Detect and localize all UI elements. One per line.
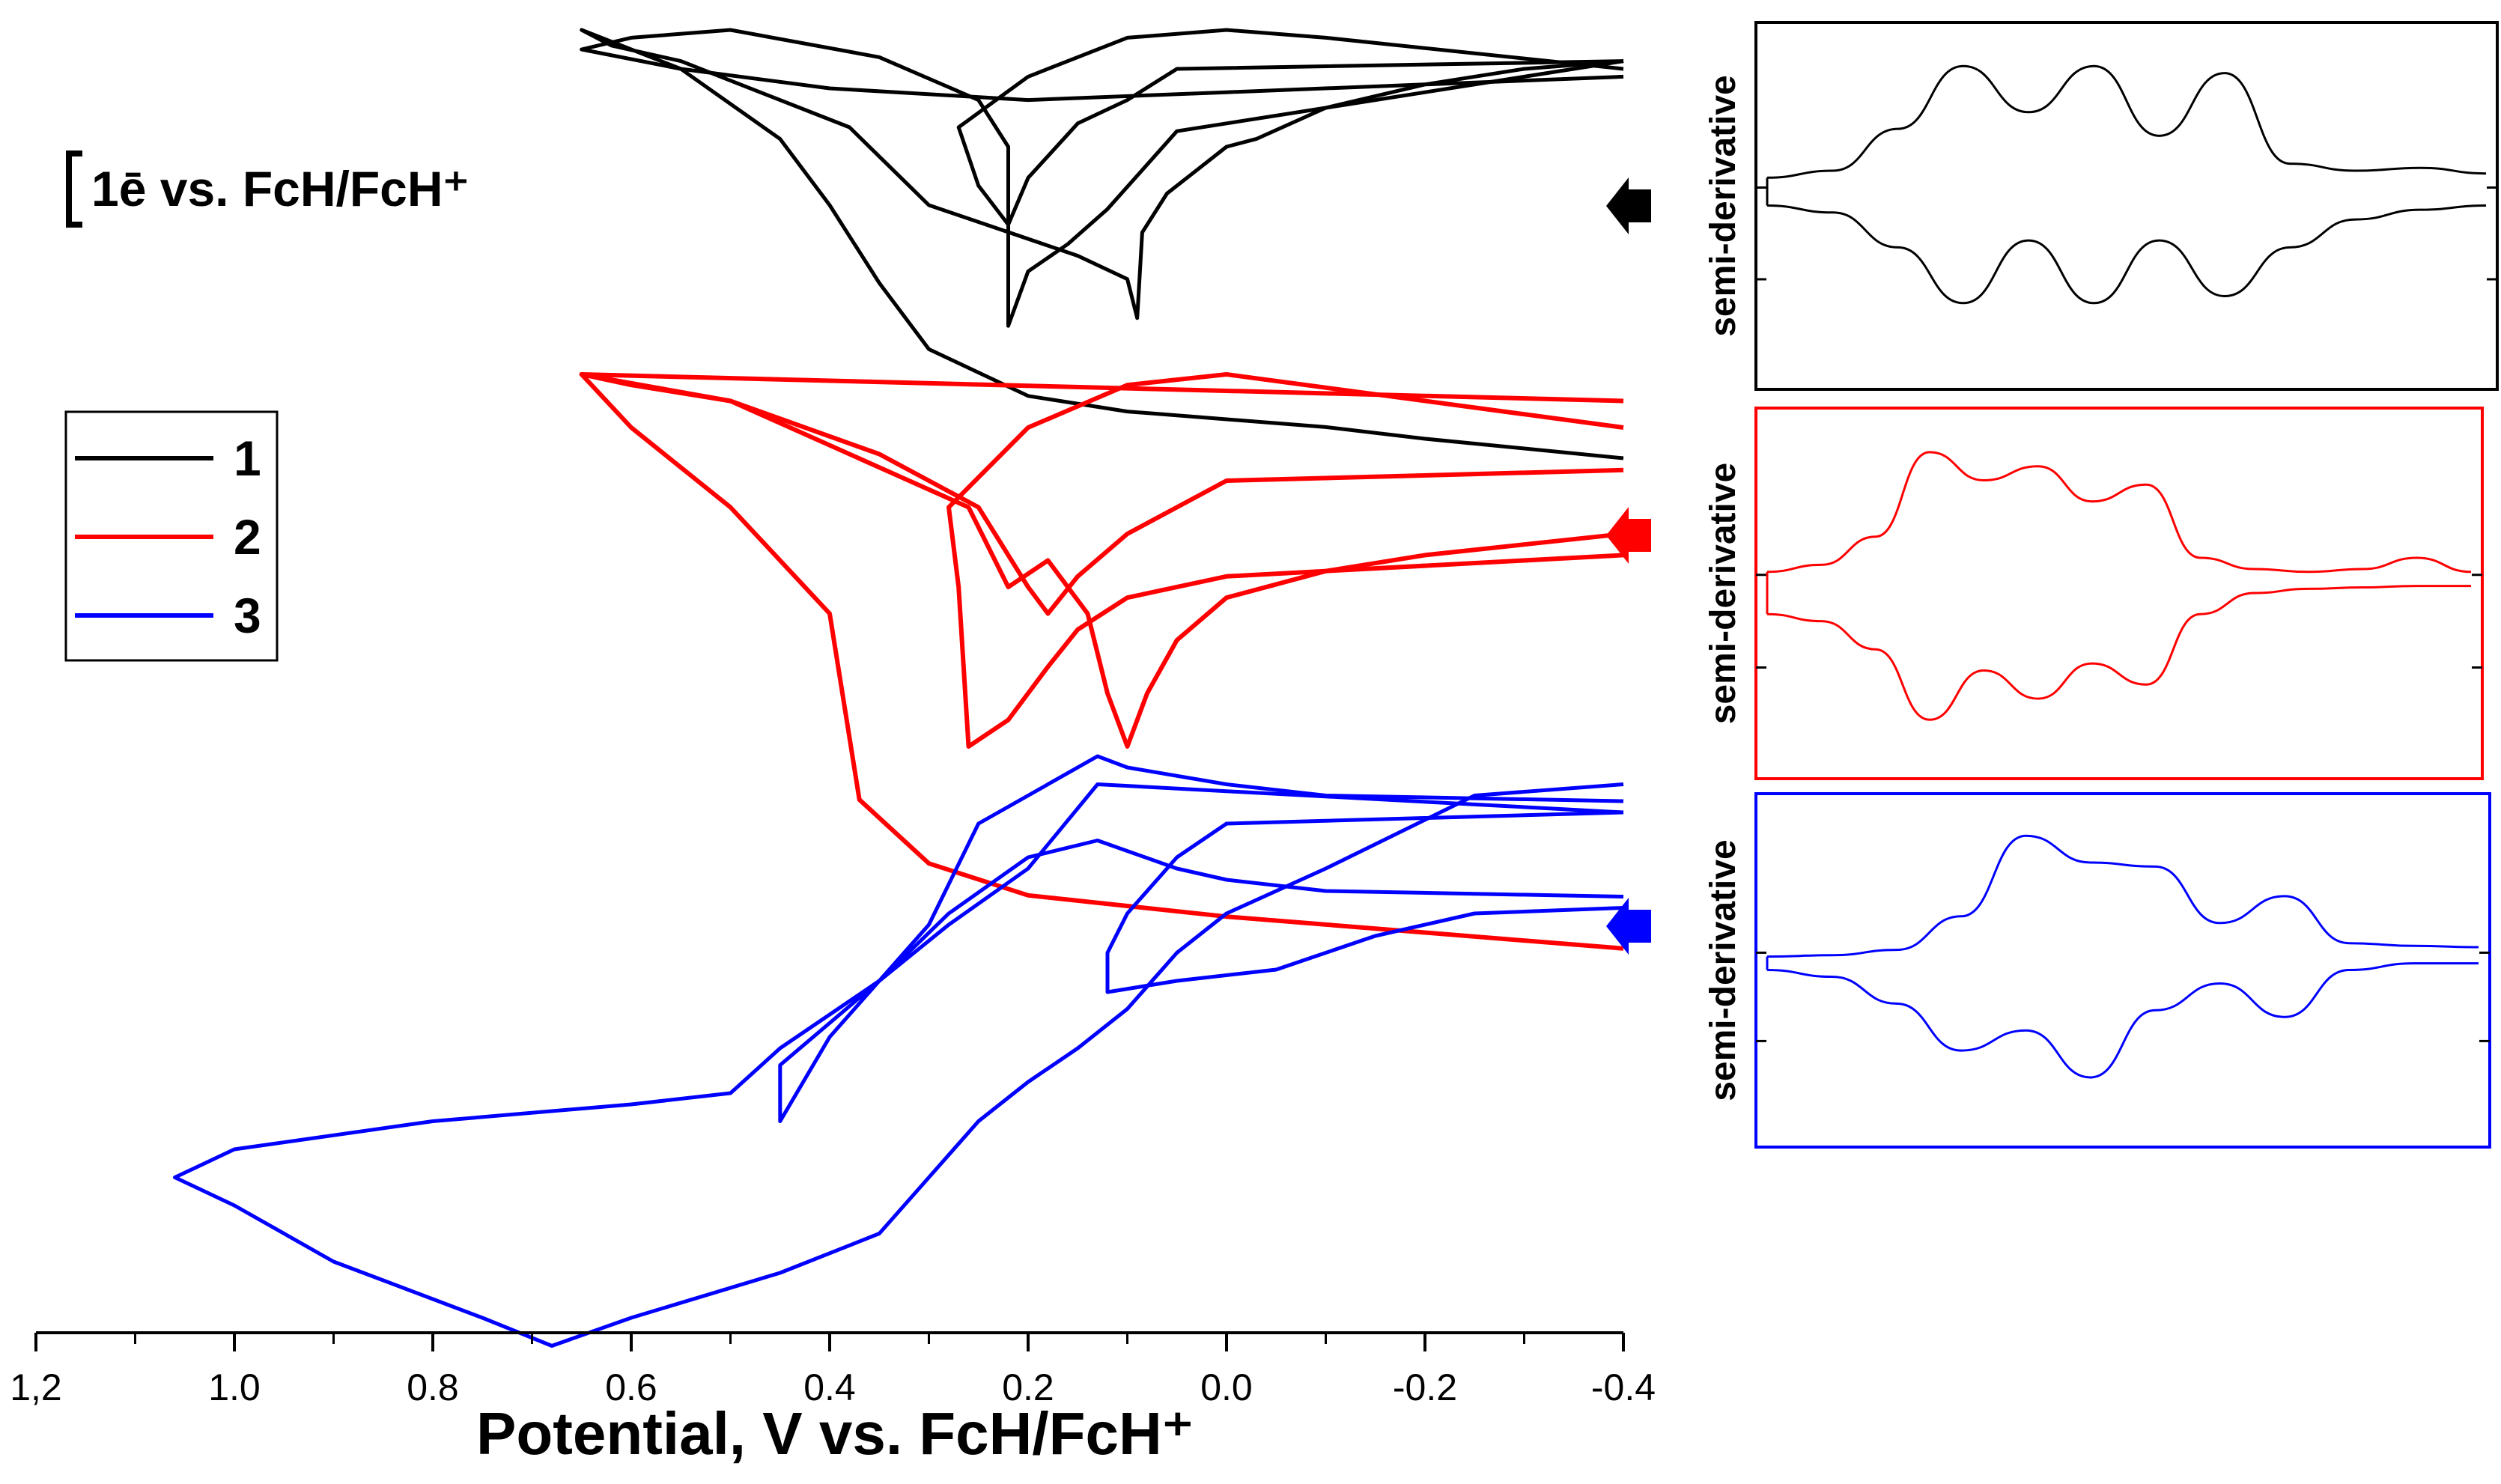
x-tick-label: 1.0 — [208, 1366, 261, 1408]
inset-curve-reverse — [1766, 962, 2479, 1079]
inset-1: semi-derivative — [1704, 21, 2499, 391]
inset-curve-reverse — [1766, 204, 2487, 305]
inset-ylabel: semi-derivative — [1704, 463, 1743, 725]
inset-ylabel: semi-derivative — [1704, 839, 1743, 1101]
x-tick-label: 0.6 — [605, 1366, 657, 1408]
cv-curve-3-cycle-1 — [173, 782, 1624, 1348]
cv-curve-2-cycle-2 — [946, 372, 1624, 749]
inset-curve-reverse — [1766, 585, 2471, 721]
inset-curve-forward — [1766, 834, 2479, 958]
x-tick-label: 0.2 — [1002, 1366, 1054, 1408]
inset-frame — [1754, 407, 2484, 780]
cv-curve-3-cycle-3 — [1105, 810, 1624, 994]
start-arrow-1 — [1606, 177, 1651, 234]
cv-curve-2-cycle-3 — [579, 372, 1624, 616]
inset-frame — [1754, 792, 2491, 1149]
start-arrow-2 — [1606, 507, 1651, 564]
inset-curve-forward — [1766, 64, 2487, 179]
inset-3: semi-derivative — [1704, 792, 2491, 1149]
cv-curve-1-cycle-3 — [580, 28, 1624, 227]
start-arrow-3 — [1606, 898, 1651, 955]
x-tick-label: 0.8 — [407, 1366, 459, 1408]
scale-bar-label: 1ē vs. FcH/FcH⁺ — [91, 161, 469, 216]
legend-label-2: 2 — [234, 509, 261, 565]
semi-derivative-insets: semi-derivative semi-derivative semi-deriv… — [1704, 21, 2499, 1149]
scale-bar-bracket — [66, 150, 82, 228]
cv-curve-1-cycle-1 — [580, 28, 1624, 460]
cv-curves — [173, 28, 1624, 1348]
legend: 1 2 3 — [64, 410, 279, 662]
legend-label-3: 3 — [234, 588, 261, 643]
inset-2: semi-derivative — [1704, 407, 2484, 780]
start-arrows — [1606, 177, 1651, 955]
legend-label-1: 1 — [234, 431, 261, 486]
cv-curve-3-cycle-2 — [778, 754, 1624, 1123]
inset-frame — [1754, 21, 2499, 391]
x-tick-label: -0.2 — [1393, 1366, 1457, 1408]
x-tick-label: 0.0 — [1200, 1366, 1253, 1408]
inset-curve-forward — [1766, 451, 2472, 574]
x-axis-title: Potential, V vs. FcH/FcH⁺ — [476, 1400, 1194, 1467]
x-tick-label: 1,2 — [10, 1366, 62, 1408]
cv-curve-1-cycle-2 — [956, 28, 1624, 328]
scale-bar: 1ē vs. FcH/FcH⁺ — [66, 150, 469, 228]
x-tick-label: 0.4 — [803, 1366, 856, 1408]
x-tick-label: -0.4 — [1591, 1366, 1656, 1408]
inset-ylabel: semi-derivative — [1704, 75, 1743, 337]
x-axis: 1,2 1.0 0.8 0.6 0.4 0.2 0.0 -0.2 -0.4 Potential,… — [10, 1331, 1656, 1467]
cv-curve-2-cycle-1 — [579, 372, 1624, 951]
